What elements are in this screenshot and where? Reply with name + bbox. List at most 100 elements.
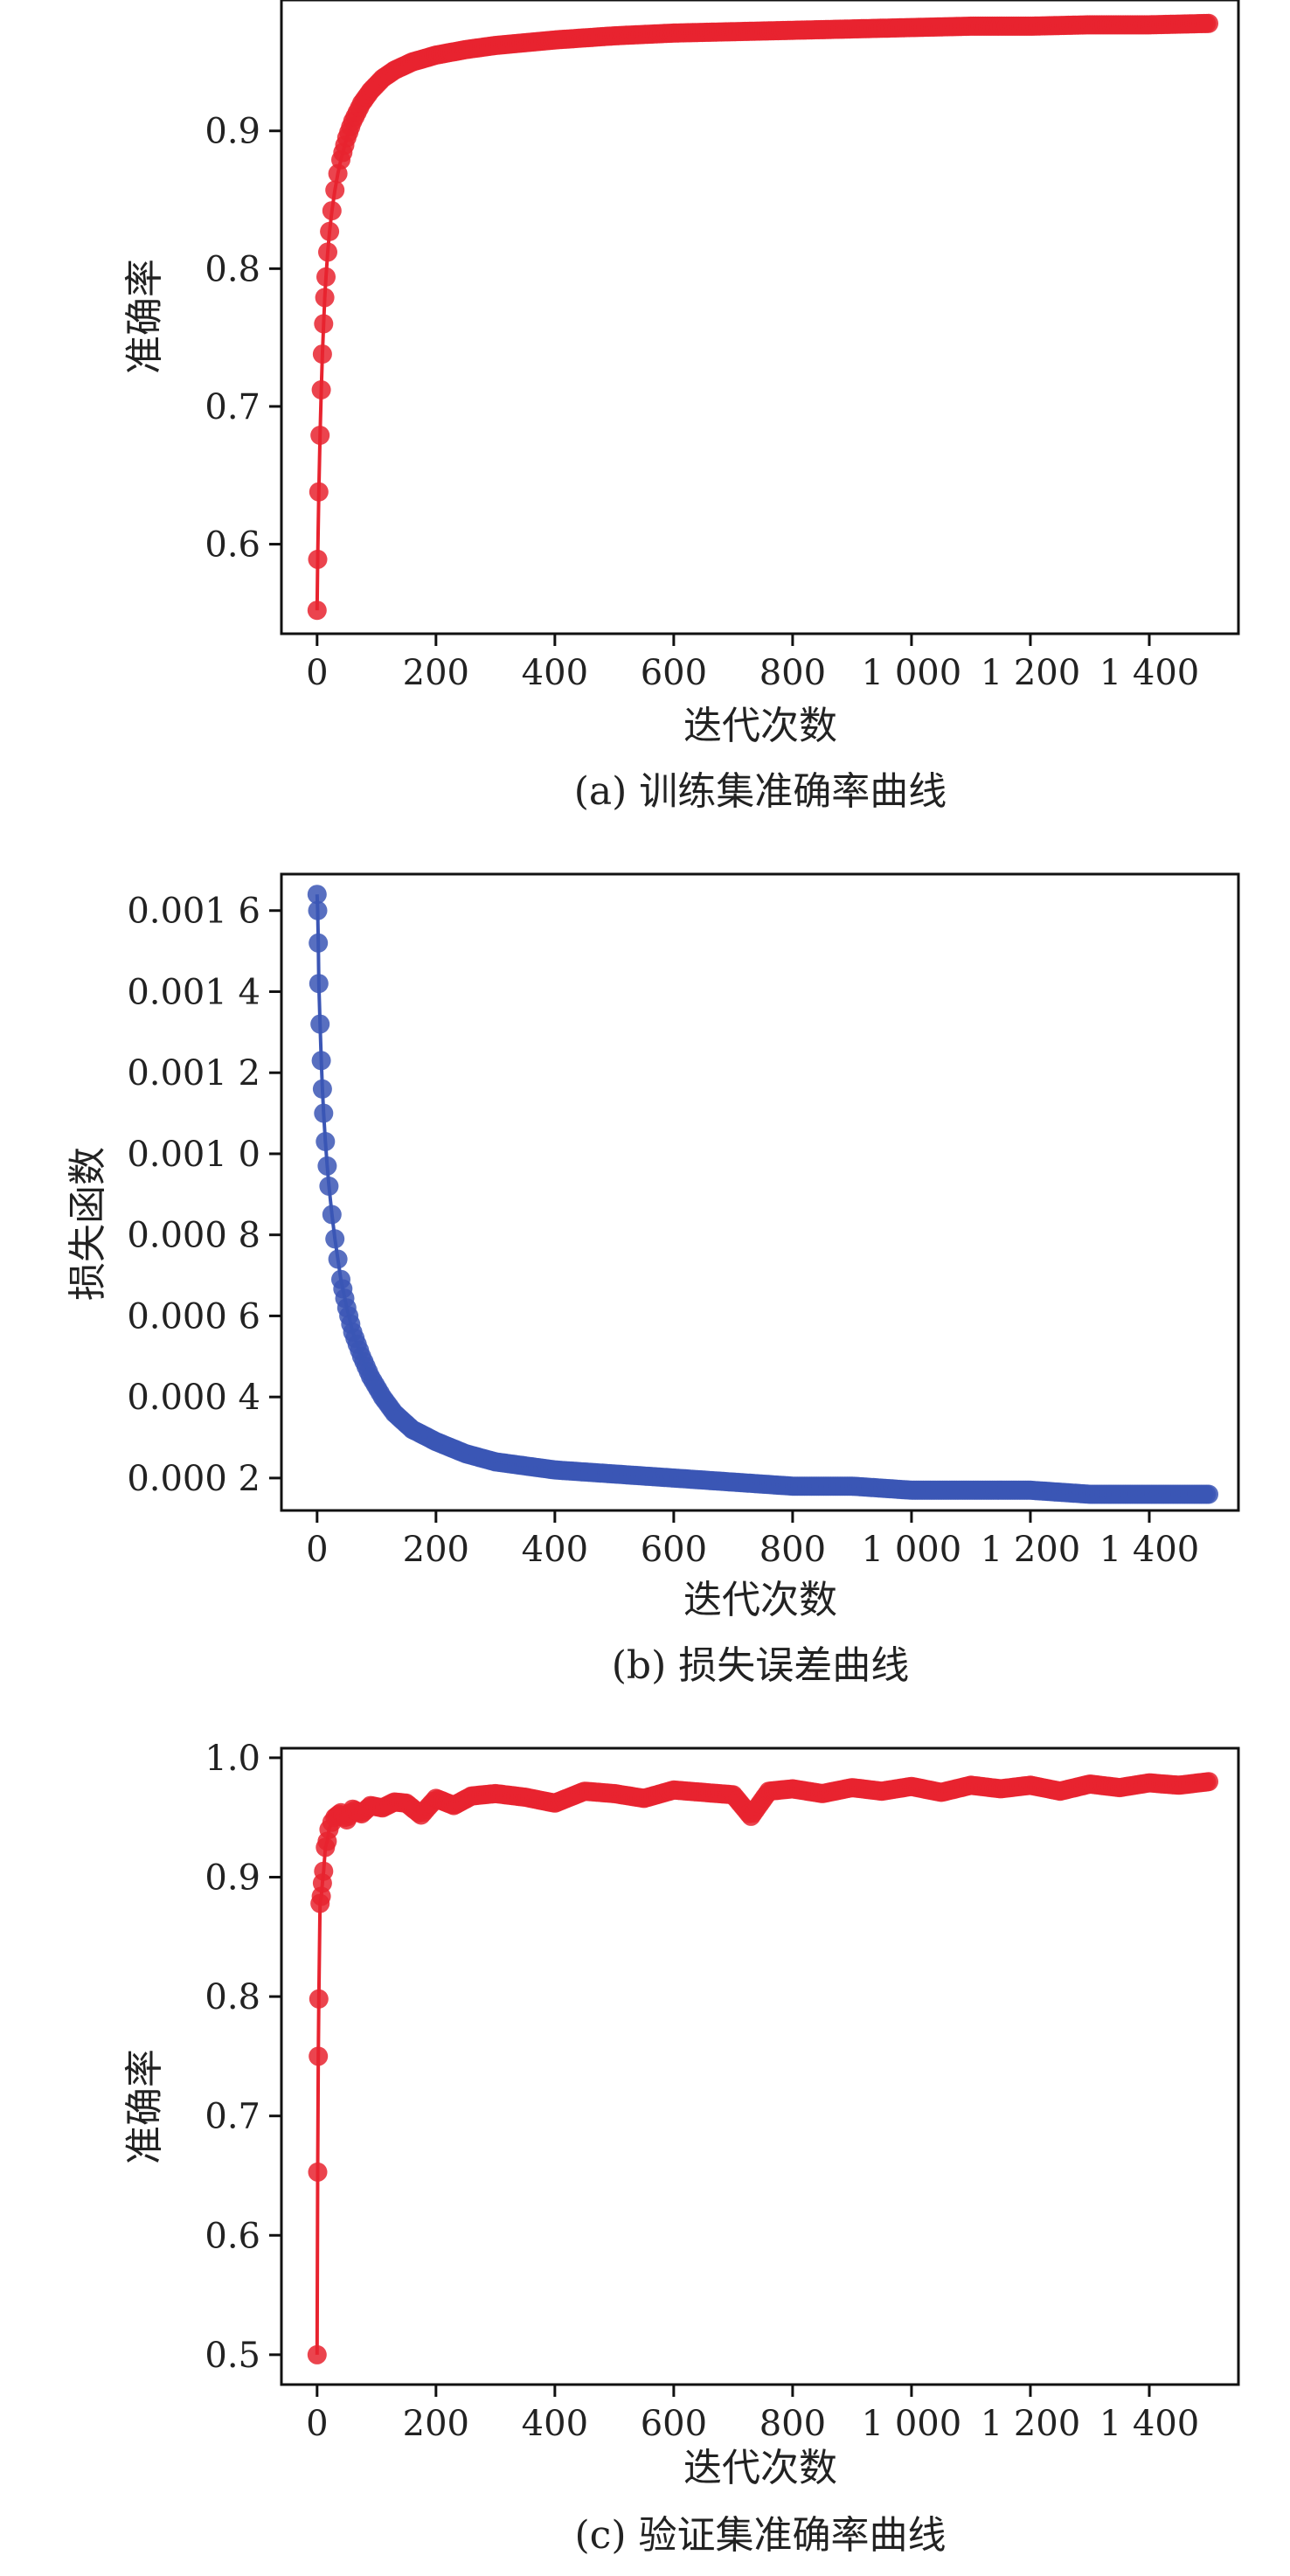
- x-tick-label-b-1: 200: [403, 1530, 469, 1570]
- y-tick-label-b-1: 0.000 4: [127, 1378, 260, 1418]
- series-line-b-0: [315, 894, 1209, 1496]
- x-tick-label-c-0: 0: [306, 2404, 328, 2444]
- x-tick-label-a-1: 200: [403, 653, 469, 693]
- y-tick-label-b-2: 0.000 6: [127, 1296, 260, 1337]
- data-point-b-10: [319, 1177, 339, 1196]
- data-point-b-3: [309, 974, 329, 994]
- x-tick-label-a-3: 600: [641, 653, 707, 693]
- data-point-a-9: [318, 242, 337, 262]
- caption-a: (a) 训练集准确率曲线: [574, 769, 947, 814]
- y-tick-label-a-1: 0.7: [205, 387, 260, 427]
- series-line-c-0: [315, 1780, 1210, 2355]
- data-point-c-0: [307, 2344, 327, 2364]
- chart-panel-c: 0 200 400 600 800 1 000 1 200 1 400 0.5 0.6 0.7 0.8…: [122, 1739, 1240, 2558]
- data-point-a-3: [310, 426, 330, 445]
- x-axis-label-b: 迭代次数: [683, 1578, 837, 1622]
- x-tick-label-b-3: 600: [641, 1530, 707, 1570]
- x-tick-label-a-2: 400: [522, 653, 588, 693]
- y-tick-label-b-4: 0.001 0: [127, 1135, 260, 1175]
- x-tick-label-b-4: 800: [759, 1530, 826, 1570]
- data-point-b-5: [311, 1051, 331, 1071]
- data-point-b-9: [317, 1156, 337, 1176]
- plot-frame-c: [280, 1746, 1240, 2386]
- x-tick-label-c-3: 600: [641, 2404, 707, 2444]
- x-tick-label-b-6: 1 200: [981, 1530, 1081, 1570]
- x-tick-label-c-4: 800: [759, 2404, 826, 2444]
- data-point-b-2: [309, 933, 329, 953]
- data-point-b-8: [316, 1132, 336, 1151]
- x-tick-label-c-2: 400: [522, 2404, 588, 2444]
- caption-b: (b) 损失误差曲线: [612, 1643, 909, 1688]
- y-tick-label-c-0: 0.5: [205, 2336, 260, 2376]
- x-tick-label-b-2: 400: [522, 1530, 588, 1570]
- series-line-a-0: [315, 21, 1210, 611]
- data-point-b-4: [310, 1014, 330, 1034]
- y-axis-label-c: 准确率: [122, 2049, 167, 2164]
- caption-c: (c) 验证集准确率曲线: [575, 2513, 947, 2558]
- data-point-a-7: [315, 288, 335, 308]
- data-point-b-7: [314, 1103, 334, 1123]
- y-tick-label-a-0: 0.6: [205, 525, 260, 566]
- y-axis-label-b: 损失函数: [66, 1147, 110, 1301]
- data-point-a-0: [307, 601, 327, 621]
- data-point-b-382: [1199, 1484, 1218, 1504]
- series-layer-b: [307, 885, 1218, 1504]
- data-point-a-12: [325, 180, 345, 200]
- x-tick-label-a-0: 0: [306, 653, 328, 693]
- y-tick-label-c-2: 0.7: [205, 2097, 260, 2137]
- data-point-a-2: [309, 482, 329, 502]
- y-tick-label-a-2: 0.8: [205, 249, 260, 289]
- data-point-a-8: [316, 267, 336, 287]
- series-layer-c: [307, 1772, 1218, 2364]
- axes-layer-a: 0 200 400 600 800 1 000 1 200 1 400 0.6 0.7 0.8 0.9: [205, 112, 1199, 693]
- axes-layer-b: 0 200 400 600 800 1 000 1 200 1 400 0.000 2 0.000…: [127, 892, 1199, 1570]
- data-point-a-5: [312, 344, 332, 365]
- data-point-b-1: [308, 900, 328, 920]
- chart-panel-b: 0 200 400 600 800 1 000 1 200 1 400 0.000 2 0.000…: [66, 872, 1240, 1688]
- x-tick-label-a-4: 800: [759, 653, 826, 693]
- y-tick-label-c-4: 0.9: [205, 1858, 260, 1899]
- y-axis-label-a: 准确率: [122, 259, 167, 374]
- y-tick-label-b-5: 0.001 2: [127, 1053, 260, 1094]
- series-layer-a: [307, 13, 1218, 621]
- data-point-b-6: [312, 1079, 332, 1099]
- y-tick-label-b-0: 0.000 2: [127, 1459, 260, 1499]
- x-tick-label-c-6: 1 200: [981, 2404, 1081, 2444]
- y-tick-label-c-3: 0.8: [205, 1977, 260, 2017]
- y-tick-label-b-6: 0.001 4: [127, 972, 260, 1012]
- data-point-b-11: [322, 1205, 342, 1225]
- y-tick-label-b-7: 0.001 6: [127, 892, 260, 932]
- x-tick-label-b-7: 1 400: [1099, 1530, 1200, 1570]
- data-point-a-4: [311, 380, 331, 399]
- plot-frame-a: [280, 0, 1240, 635]
- data-point-c-394: [1199, 1772, 1218, 1792]
- data-point-a-6: [314, 314, 334, 334]
- axes-layer-c: 0 200 400 600 800 1 000 1 200 1 400 0.5 0.6 0.7 0.8…: [205, 1739, 1199, 2444]
- data-point-a-1: [308, 549, 328, 569]
- data-point-b-0: [307, 885, 327, 905]
- y-tick-label-c-5: 1.0: [205, 1739, 260, 1779]
- y-tick-label-a-3: 0.9: [205, 112, 260, 152]
- x-tick-label-a-6: 1 200: [981, 653, 1081, 693]
- data-point-a-382: [1199, 13, 1218, 33]
- x-tick-label-b-5: 1 000: [862, 1530, 962, 1570]
- data-point-c-2: [309, 2046, 329, 2066]
- x-tick-label-a-7: 1 400: [1099, 653, 1200, 693]
- x-tick-label-c-1: 200: [403, 2404, 469, 2444]
- x-axis-label-a: 迭代次数: [683, 704, 837, 748]
- data-point-c-1: [308, 2162, 328, 2182]
- data-point-a-10: [320, 221, 340, 241]
- data-point-b-12: [325, 1229, 345, 1249]
- data-point-c-7: [314, 1861, 334, 1881]
- y-tick-label-c-1: 0.6: [205, 2216, 260, 2256]
- data-point-b-13: [328, 1249, 348, 1269]
- x-axis-label-c: 迭代次数: [683, 2446, 837, 2490]
- x-tick-label-c-7: 1 400: [1099, 2404, 1200, 2444]
- x-tick-label-b-0: 0: [306, 1530, 328, 1570]
- x-tick-label-c-5: 1 000: [862, 2404, 962, 2444]
- data-point-a-11: [322, 201, 342, 221]
- data-point-c-3: [309, 1989, 329, 2009]
- chart-panel-a: 0 200 400 600 800 1 000 1 200 1 400 0.6 0.7 0.8 0.9…: [122, 0, 1240, 814]
- y-tick-label-b-3: 0.000 8: [127, 1216, 260, 1256]
